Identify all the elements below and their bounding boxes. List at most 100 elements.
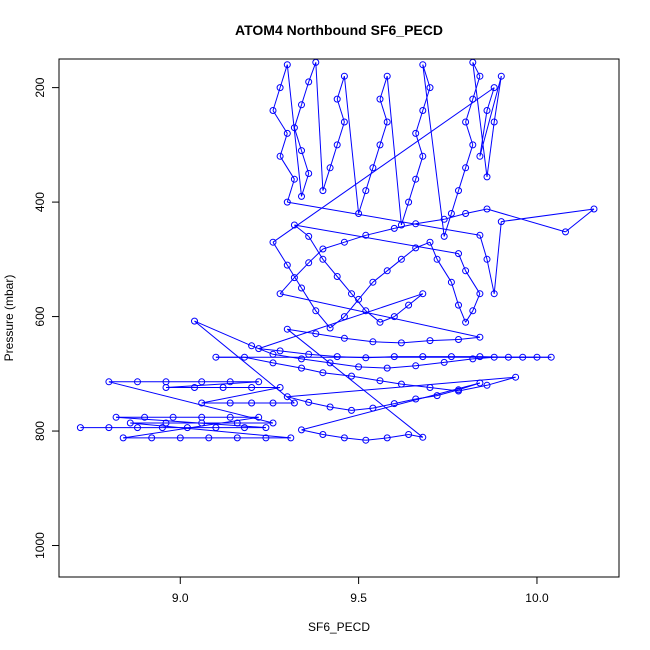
data-point bbox=[433, 255, 441, 263]
series-segment bbox=[408, 434, 423, 438]
data-point bbox=[355, 210, 363, 217]
data-point bbox=[340, 118, 348, 126]
series-segment bbox=[123, 416, 259, 439]
data-point bbox=[440, 232, 448, 240]
data-point bbox=[248, 384, 256, 391]
data-point bbox=[390, 353, 398, 361]
data-point bbox=[397, 255, 405, 263]
data-point bbox=[483, 255, 491, 263]
y-axis: 200 400 600 800 1000 bbox=[33, 77, 60, 559]
series-segment bbox=[436, 259, 452, 283]
series-segment bbox=[308, 236, 324, 260]
data-point bbox=[455, 187, 462, 195]
data-point bbox=[383, 267, 391, 275]
data-point bbox=[455, 301, 462, 309]
series-segment bbox=[450, 190, 459, 214]
data-point bbox=[305, 398, 313, 406]
data-point bbox=[290, 399, 298, 407]
data-point bbox=[426, 238, 434, 246]
y-axis-label: Pressure (mbar) bbox=[2, 275, 16, 362]
data-point bbox=[376, 141, 384, 149]
data-point bbox=[497, 72, 505, 80]
data-point bbox=[476, 333, 484, 341]
series-segment bbox=[400, 201, 410, 226]
data-point bbox=[469, 355, 477, 363]
data-point bbox=[298, 426, 305, 434]
series-segment bbox=[472, 62, 488, 177]
series-segment bbox=[272, 87, 281, 111]
data-point bbox=[333, 353, 341, 361]
data-point bbox=[283, 61, 291, 69]
series-segment bbox=[493, 221, 502, 294]
series-segment bbox=[301, 173, 310, 197]
data-point bbox=[369, 278, 377, 286]
data-point bbox=[412, 362, 420, 370]
data-point bbox=[447, 278, 455, 286]
data-point bbox=[412, 395, 420, 403]
data-point bbox=[198, 378, 206, 386]
data-point bbox=[362, 307, 370, 315]
data-point bbox=[126, 419, 134, 427]
data-point bbox=[483, 173, 491, 181]
data-point bbox=[269, 350, 277, 358]
series-segment bbox=[458, 336, 480, 340]
data-point bbox=[504, 353, 512, 361]
series-segment bbox=[444, 358, 473, 363]
series-segment bbox=[336, 276, 352, 295]
series-segment bbox=[272, 353, 302, 360]
data-point bbox=[376, 95, 384, 103]
series-segment bbox=[422, 87, 431, 111]
data-point bbox=[376, 318, 384, 326]
series-segment bbox=[286, 179, 295, 203]
series-segment bbox=[351, 375, 381, 382]
data-point bbox=[212, 424, 220, 432]
data-point bbox=[269, 359, 277, 367]
data-point bbox=[412, 244, 420, 252]
data-point bbox=[455, 386, 462, 394]
data-point bbox=[183, 424, 191, 432]
data-point bbox=[162, 384, 170, 391]
data-point bbox=[440, 215, 448, 223]
series-segment bbox=[301, 429, 324, 435]
data-point bbox=[426, 84, 434, 92]
data-point bbox=[455, 336, 462, 343]
series-segment bbox=[337, 356, 366, 359]
data-point bbox=[476, 290, 484, 298]
series-segment bbox=[486, 376, 516, 386]
data-point bbox=[319, 431, 327, 438]
data-point bbox=[248, 399, 256, 407]
series-segment bbox=[465, 208, 488, 214]
data-point bbox=[290, 221, 298, 229]
data-point bbox=[105, 424, 113, 432]
series-segment bbox=[443, 213, 452, 237]
series-segment bbox=[308, 353, 338, 358]
data-point bbox=[519, 353, 527, 361]
data-point bbox=[198, 419, 206, 427]
data-point bbox=[462, 210, 470, 217]
x-axis: 9.0 9.5 10.0 bbox=[172, 576, 549, 605]
data-point bbox=[476, 231, 484, 239]
series-segment bbox=[358, 281, 374, 300]
series-segment bbox=[301, 287, 317, 312]
data-point bbox=[362, 187, 370, 195]
series-segment bbox=[294, 224, 459, 255]
data-point bbox=[233, 419, 241, 427]
data-point bbox=[298, 284, 305, 292]
data-point bbox=[383, 364, 391, 372]
series-segment bbox=[251, 345, 274, 355]
data-point bbox=[419, 61, 427, 69]
data-point bbox=[483, 205, 491, 213]
data-point bbox=[226, 413, 234, 421]
series-segment bbox=[429, 387, 459, 392]
series-segment bbox=[272, 87, 495, 243]
series-segment bbox=[358, 190, 367, 214]
series-segment bbox=[415, 110, 424, 134]
data-point bbox=[340, 72, 348, 80]
x-axis-label: SF6_PECD bbox=[308, 620, 370, 634]
data-point bbox=[348, 406, 355, 414]
data-point bbox=[283, 198, 291, 206]
data-point bbox=[276, 290, 284, 298]
series-segment bbox=[308, 401, 331, 408]
